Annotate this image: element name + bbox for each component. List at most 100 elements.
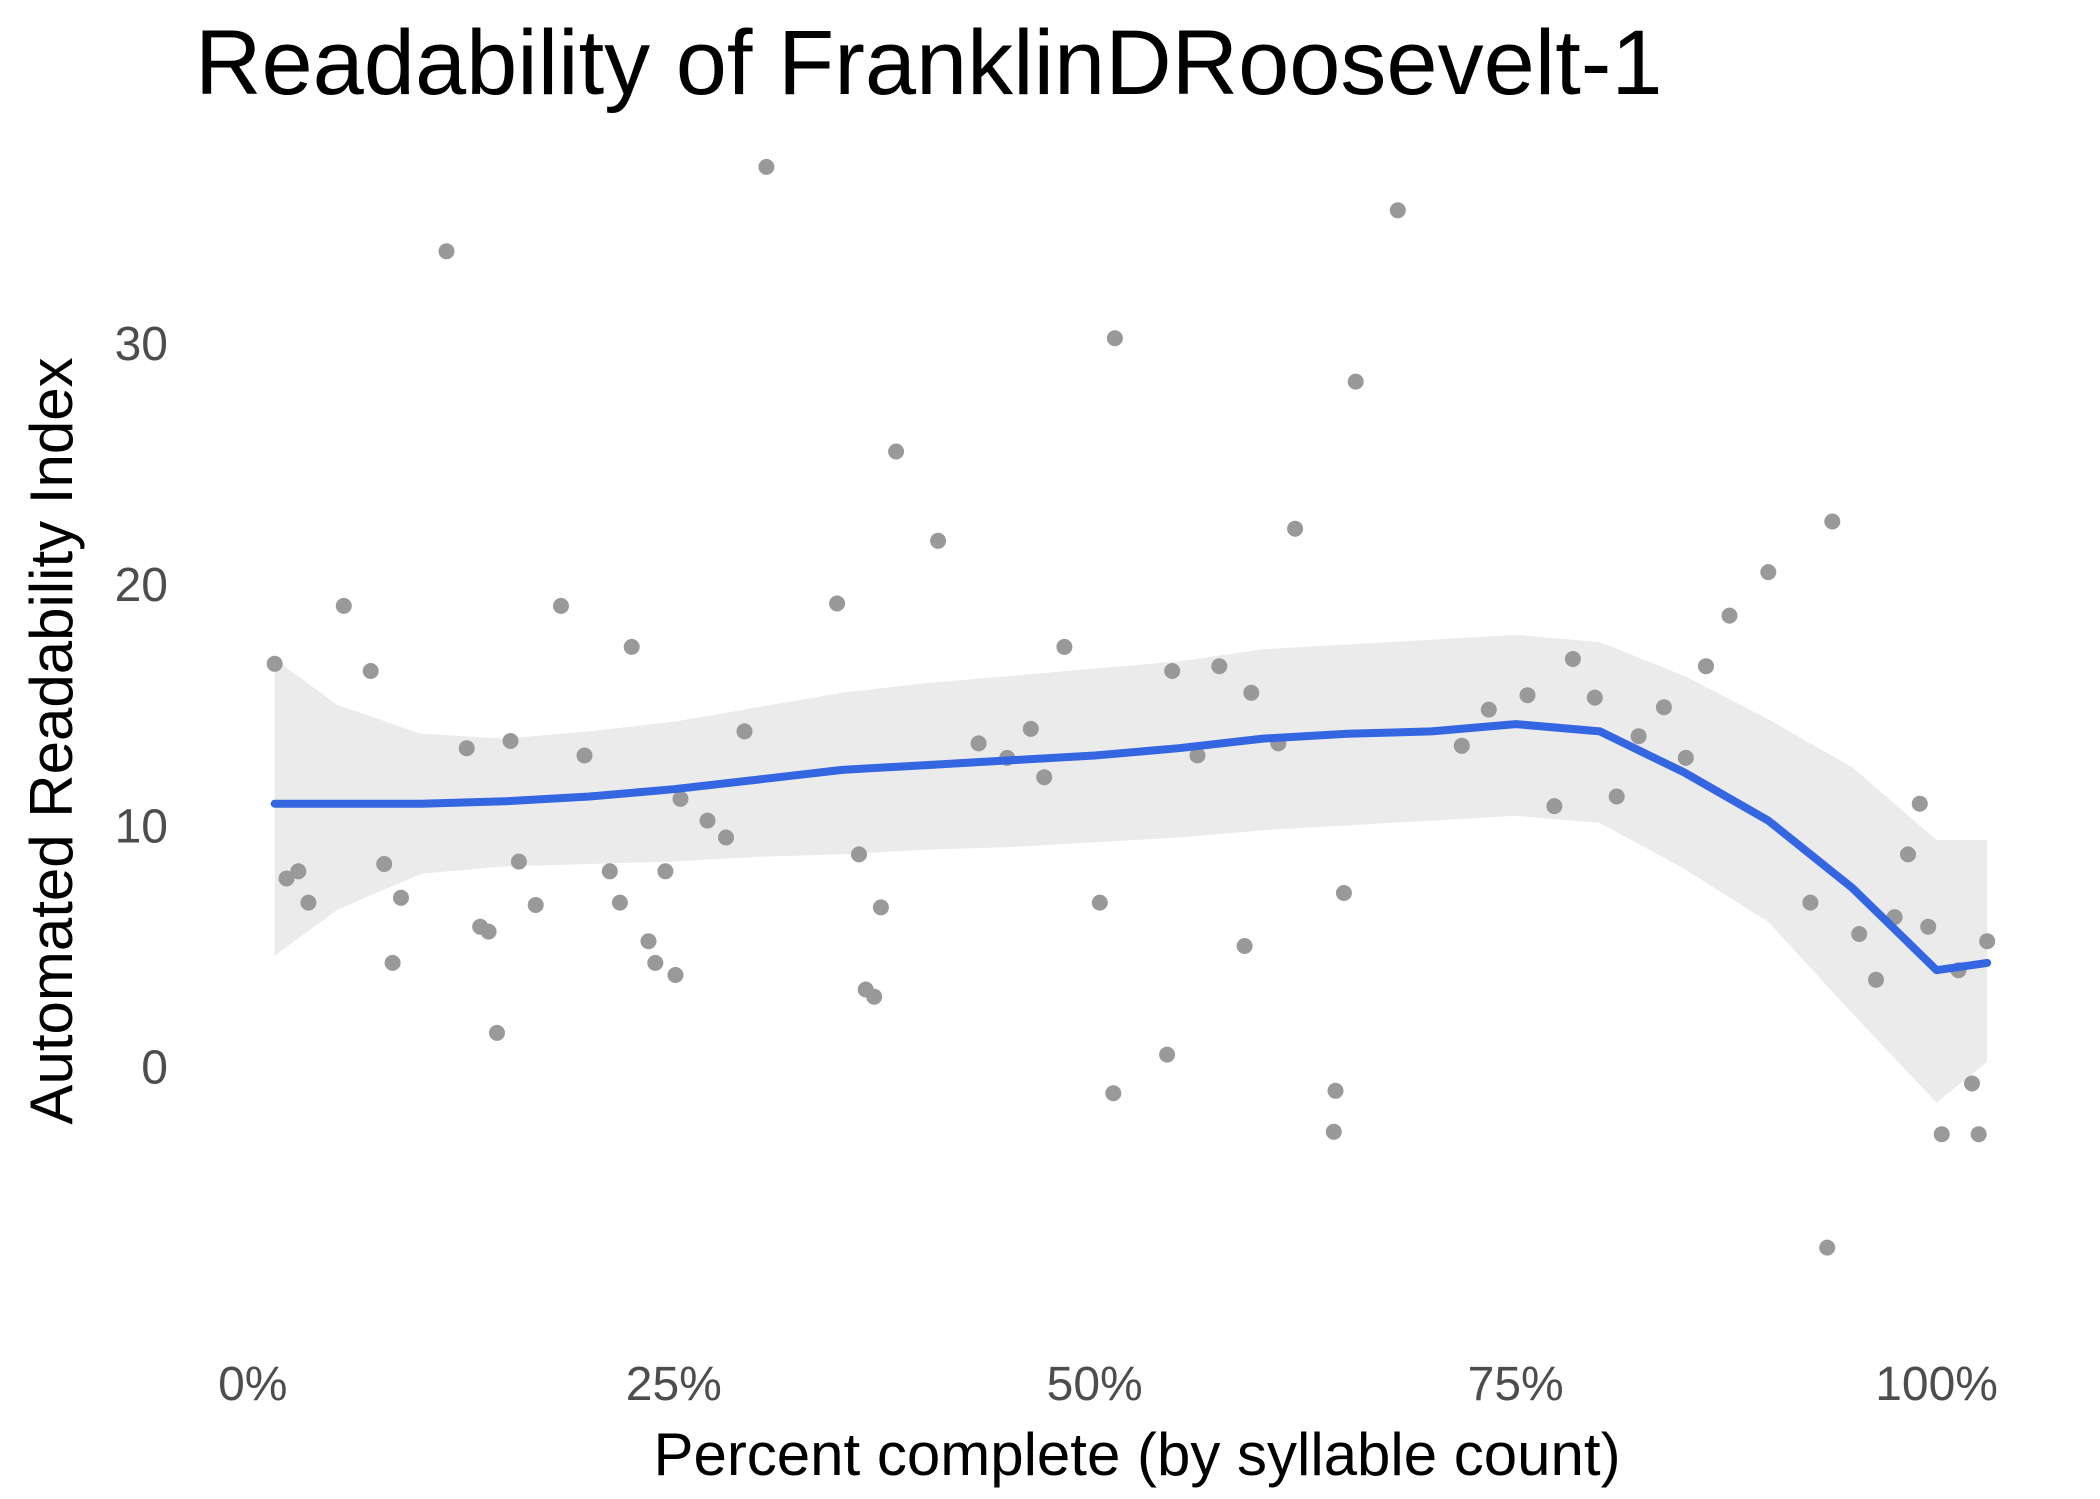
data-point	[1824, 513, 1841, 530]
data-point	[1347, 373, 1364, 390]
data-point	[1802, 894, 1819, 911]
data-point	[758, 158, 775, 175]
data-point	[672, 790, 689, 807]
data-point	[1760, 564, 1777, 581]
data-point	[1335, 885, 1352, 901]
data-point	[1189, 747, 1206, 764]
data-point	[278, 870, 295, 887]
data-point	[1106, 330, 1123, 347]
data-point	[1970, 1126, 1987, 1143]
data-point	[1236, 938, 1253, 954]
data-point	[736, 723, 753, 740]
x-axis-label: Percent complete (by syllable count)	[653, 1421, 1620, 1488]
data-point	[829, 595, 846, 612]
confidence-band-area	[274, 634, 1988, 1103]
data-point	[1933, 1126, 1950, 1143]
data-point	[489, 1024, 505, 1041]
confidence-band	[274, 634, 1988, 1103]
data-point	[866, 988, 883, 1005]
data-point	[290, 863, 307, 880]
data-point	[1546, 798, 1563, 815]
data-point	[1105, 1085, 1122, 1102]
data-point	[1964, 1075, 1980, 1092]
data-point	[1819, 1239, 1836, 1256]
data-point	[510, 853, 527, 870]
data-point	[376, 856, 393, 872]
data-point	[1036, 769, 1053, 786]
data-point	[1721, 607, 1738, 624]
data-point	[1243, 684, 1260, 701]
data-point	[667, 967, 684, 983]
data-point	[888, 443, 905, 460]
data-point	[611, 894, 628, 911]
data-point	[970, 735, 987, 752]
y-tick-label: 20	[115, 559, 168, 612]
x-tick-label: 75%	[1468, 1358, 1564, 1411]
data-point	[1630, 728, 1647, 745]
data-point	[647, 954, 664, 971]
data-point	[1586, 689, 1603, 706]
data-point	[623, 638, 640, 655]
data-point	[300, 894, 317, 911]
data-point	[1911, 795, 1928, 812]
x-tick-label: 50%	[1047, 1358, 1143, 1411]
data-point	[851, 846, 867, 863]
data-point	[362, 663, 379, 679]
data-point	[1389, 202, 1406, 219]
data-point	[1022, 720, 1039, 737]
data-point	[393, 889, 409, 906]
data-point	[657, 863, 674, 880]
data-point	[438, 243, 455, 260]
data-point	[1091, 894, 1108, 911]
data-point	[640, 933, 657, 950]
data-point	[335, 597, 352, 614]
x-axis-ticks: 0% 25% 50% 75% 100%	[218, 1358, 1998, 1411]
data-point	[480, 923, 497, 940]
data-point	[1327, 1082, 1344, 1099]
x-tick-label: 0%	[218, 1358, 287, 1411]
data-point	[1480, 701, 1497, 718]
data-point	[718, 829, 734, 846]
data-point	[576, 747, 593, 764]
chart-title: Readability of FranklinDRoosevelt-1	[195, 12, 1663, 114]
y-tick-label: 30	[115, 318, 168, 371]
y-axis-ticks: 0 10 20 30	[115, 318, 168, 1095]
data-point	[1900, 846, 1916, 863]
data-point	[502, 733, 519, 749]
data-point	[458, 740, 475, 757]
data-point	[266, 655, 283, 672]
data-point	[1564, 651, 1581, 667]
data-point	[1056, 638, 1073, 655]
x-tick-label: 100%	[1875, 1358, 1998, 1411]
y-tick-label: 0	[141, 1042, 168, 1095]
data-point	[1608, 788, 1625, 805]
scatter-points	[266, 158, 1996, 1256]
data-point	[1519, 687, 1536, 704]
data-point	[1211, 658, 1228, 675]
data-point	[930, 532, 947, 549]
data-point	[1325, 1123, 1342, 1140]
data-point	[1979, 933, 1996, 950]
data-point	[1868, 971, 1884, 988]
data-point	[1287, 520, 1304, 537]
data-point	[1677, 749, 1694, 766]
data-point	[384, 954, 401, 971]
data-point	[1159, 1046, 1176, 1063]
data-point	[1655, 699, 1672, 716]
data-point	[601, 863, 618, 880]
smooth-line-group	[270, 720, 1992, 975]
data-point	[699, 812, 716, 829]
x-tick-label: 25%	[626, 1358, 722, 1411]
data-point	[1164, 663, 1181, 679]
y-axis-label: Automated Readability Index	[18, 357, 85, 1124]
data-point	[872, 899, 889, 916]
data-point	[1851, 926, 1868, 942]
data-point	[1453, 737, 1470, 754]
data-point	[1698, 658, 1714, 675]
data-point	[527, 897, 544, 913]
y-tick-label: 10	[115, 800, 168, 853]
data-point	[553, 597, 569, 614]
smooth-line	[270, 720, 1992, 975]
data-point	[1920, 918, 1937, 935]
